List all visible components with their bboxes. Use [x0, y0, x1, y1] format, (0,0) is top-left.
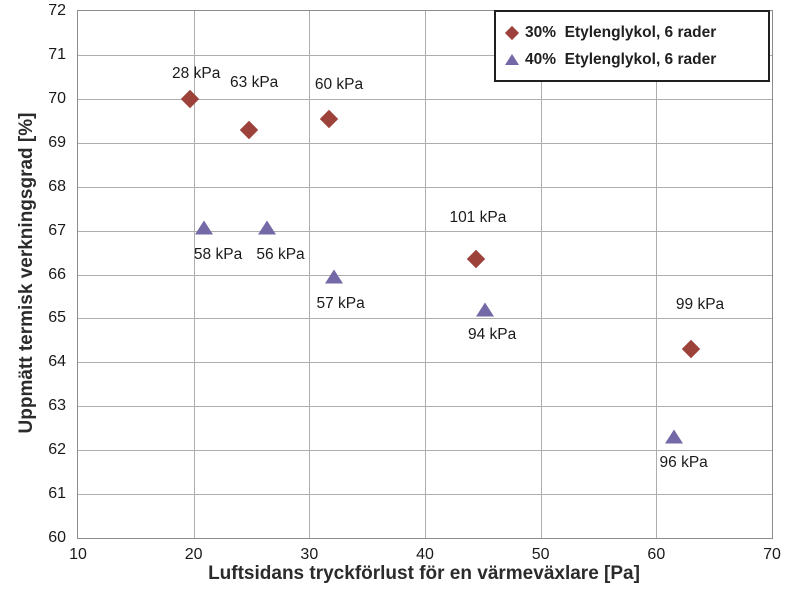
data-point-triangle	[257, 220, 276, 235]
gridline-horizontal	[78, 274, 772, 276]
data-point-label: 99 kPa	[675, 296, 725, 314]
y-tick-label: 72	[48, 2, 66, 19]
legend-triangle-icon	[505, 54, 519, 65]
y-tick-label: 65	[48, 309, 66, 327]
legend-series-label: 40% Etylenglykol, 6 rader	[525, 50, 717, 68]
legend-item: 40% Etylenglykol, 6 rader	[505, 46, 764, 73]
data-point-triangle	[195, 220, 214, 235]
data-point-label: 101 kPa	[449, 209, 507, 227]
gridline-horizontal	[78, 362, 772, 364]
data-point-label: 63 kPa	[230, 73, 279, 91]
y-tick-label: 63	[48, 397, 66, 415]
data-point-label: 58 kPa	[193, 246, 243, 264]
data-point-label: 56 kPa	[256, 246, 305, 264]
gridline-horizontal	[78, 494, 772, 496]
gridline-horizontal	[78, 406, 772, 408]
y-tick-label: 67	[48, 221, 66, 239]
y-tick-label: 62	[48, 441, 66, 459]
data-point-diamond	[681, 339, 701, 359]
y-tick-label: 70	[48, 89, 66, 107]
y-tick-label: 64	[48, 353, 66, 371]
data-point-label: 28 kPa	[172, 64, 221, 82]
gridline-horizontal	[78, 54, 772, 56]
y-tick-label: 66	[48, 265, 66, 283]
gridline-horizontal	[78, 450, 772, 452]
legend: 30% Etylenglykol, 6 rader 40% Etylenglyko…	[494, 10, 770, 82]
y-tick-label: 69	[48, 133, 66, 151]
x-tick-label: 40	[416, 546, 434, 563]
gridline-horizontal	[78, 318, 772, 320]
gridline-horizontal	[78, 230, 772, 232]
gridline-horizontal	[78, 98, 772, 100]
x-axis-title: Luftsidans tryckförlust för en värmeväxl…	[208, 563, 640, 584]
data-point-diamond	[466, 249, 486, 269]
data-point-diamond	[180, 89, 200, 109]
data-point-diamond	[239, 120, 259, 139]
gridline-horizontal	[78, 186, 772, 188]
x-tick-label: 20	[184, 546, 203, 563]
x-tick-label: 70	[763, 546, 781, 563]
x-tick-label: 50	[531, 546, 550, 563]
plot-area: 10 20 30 40 50 60 70 72 71 70 69 68 67 66 65 64 63 62 61 60…	[48, 3, 781, 563]
data-point-label: 96 kPa	[659, 453, 708, 471]
y-tick-label: 68	[48, 177, 66, 195]
gridline-horizontal	[78, 142, 772, 144]
y-tick-label: 71	[48, 45, 66, 63]
data-point-triangle	[664, 429, 683, 444]
x-tick-label: 10	[69, 546, 87, 563]
legend-item: 30% Etylenglykol, 6 rader	[504, 19, 764, 46]
data-point-triangle	[476, 302, 495, 317]
y-axis-title: Uppmätt termisk verkningsgrad [%]	[16, 112, 37, 434]
y-tick-label: 61	[48, 485, 66, 503]
legend-diamond-icon	[504, 25, 520, 40]
data-point-triangle	[324, 269, 343, 284]
legend-series-label: 30% Etylenglykol, 6 rader	[525, 23, 717, 41]
x-tick-label: 30	[300, 546, 319, 563]
data-point-label: 60 kPa	[314, 75, 364, 93]
y-tick-label: 60	[48, 529, 66, 546]
data-point-label: 57 kPa	[316, 294, 365, 312]
data-point-diamond	[319, 109, 339, 128]
data-point-label: 94 kPa	[468, 325, 517, 343]
x-tick-label: 60	[647, 546, 666, 563]
